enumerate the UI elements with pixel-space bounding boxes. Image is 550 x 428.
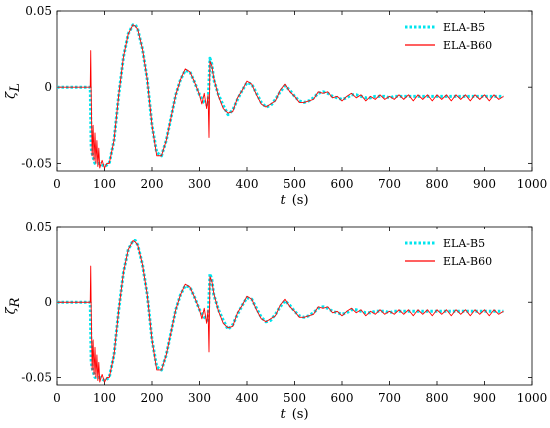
legend-background	[395, 13, 530, 59]
legend-label-ela-b5: ELA-B5	[443, 21, 485, 34]
x-tick-label: 500	[283, 391, 306, 405]
x-axis-label-unit: (s)	[292, 193, 309, 208]
x-axis-label-unit: (s)	[292, 407, 309, 422]
x-tick-label: 700	[378, 177, 401, 191]
chart-panel-1: 0 100 200 300 400 500 600 700 800 900 1000-0.0500.…	[4, 4, 547, 208]
y-axis-label: ζL	[4, 83, 23, 99]
y-tick-label: 0	[44, 295, 52, 309]
legend-background	[395, 229, 530, 275]
legend-label-ela-b60: ELA-B60	[443, 39, 492, 52]
x-tick-label: 300	[188, 177, 211, 191]
x-tick-label: 0	[53, 177, 61, 191]
y-tick-label: 0.05	[25, 4, 52, 18]
y-axis-label-subscript: R	[8, 297, 23, 308]
x-tick-label: 700	[378, 391, 401, 405]
y-tick-label: 0.05	[25, 220, 52, 234]
series-line-ela-b60	[57, 240, 504, 383]
x-tick-label: 300	[188, 391, 211, 405]
x-tick-label: 500	[283, 177, 306, 191]
x-tick-label: 100	[93, 177, 116, 191]
y-axis-label-symbol: ζ	[4, 306, 19, 314]
x-tick-label: 400	[236, 391, 259, 405]
x-tick-label: 1000	[517, 177, 548, 191]
y-axis-label-subscript: L	[8, 83, 23, 93]
x-axis-label-symbol: t	[280, 193, 286, 208]
x-tick-label: 600	[331, 177, 354, 191]
x-tick-label: 800	[426, 391, 449, 405]
y-axis-label: ζR	[4, 297, 23, 314]
legend: ELA-B5 ELA-B60	[395, 13, 530, 59]
x-tick-label: 0	[53, 391, 61, 405]
x-axis-label: t (s)	[280, 193, 308, 208]
x-axis-label-symbol: t	[280, 407, 286, 422]
x-tick-label: 900	[473, 391, 496, 405]
y-tick-label: -0.05	[21, 156, 52, 170]
x-tick-label: 200	[141, 177, 164, 191]
x-tick-label: 600	[331, 391, 354, 405]
chart-panel-2: 0 100 200 300 400 500 600 700 800 900 1000-0.0500.…	[4, 220, 547, 422]
legend-label-ela-b5: ELA-B5	[443, 237, 485, 250]
x-axis-label: t (s)	[280, 407, 308, 422]
y-tick-label: -0.05	[21, 370, 52, 384]
x-tick-label: 400	[236, 177, 259, 191]
legend-label-ela-b60: ELA-B60	[443, 255, 492, 268]
x-tick-label: 100	[93, 391, 116, 405]
y-axis-label-symbol: ζ	[4, 91, 19, 99]
legend: ELA-B5 ELA-B60	[395, 229, 530, 275]
x-tick-label: 900	[473, 177, 496, 191]
x-tick-label: 1000	[517, 391, 548, 405]
series-line-ela-b60	[57, 24, 504, 169]
x-tick-label: 200	[141, 391, 164, 405]
x-tick-label: 800	[426, 177, 449, 191]
y-tick-label: 0	[44, 80, 52, 94]
